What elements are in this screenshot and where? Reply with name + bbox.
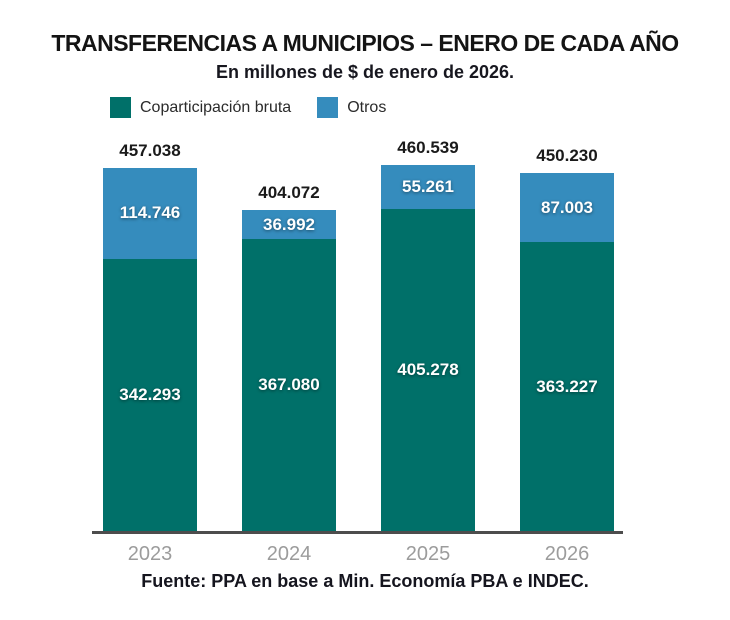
bar-value-label: 114.746 xyxy=(119,203,181,223)
bar-value-label: 55.261 xyxy=(402,176,454,196)
bar-total-label-2025: 460.539 xyxy=(397,138,459,158)
x-tick-label-2024: 2024 xyxy=(266,543,312,565)
legend-swatch-coparticipacion-icon xyxy=(110,97,131,118)
bar-2026: 450.230 87.003 363.227 xyxy=(520,146,614,531)
bar-segment-coparticipacion-2025: 405.278 xyxy=(381,208,475,531)
bar-2024: 404.072 36.992 367.080 xyxy=(242,183,336,531)
bar-value-label: 342.293 xyxy=(119,385,181,404)
bar-value-label: 405.278 xyxy=(397,359,459,379)
bar-2023: 457.038 114.746 342.293 xyxy=(103,141,197,531)
bar-segment-otros-2024: 36.992 xyxy=(242,209,336,240)
bar-value-label: 36.992 xyxy=(263,214,315,234)
x-axis-tick-labels: 2023 2024 2025 2026 xyxy=(103,543,614,566)
bar-segment-coparticipacion-2024: 367.080 xyxy=(242,239,336,531)
bar-value-label: 363.227 xyxy=(536,376,598,396)
x-tick-label-2025: 2025 xyxy=(405,543,451,565)
source-note: Fuente: PPA en base a Min. Economía PBA … xyxy=(141,571,589,591)
bar-2025: 460.539 55.261 405.278 xyxy=(381,138,475,531)
x-tick-label-2023: 2023 xyxy=(127,543,173,565)
legend-item-coparticipacion: Coparticipación bruta xyxy=(110,97,291,118)
bar-value-label: 87.003 xyxy=(541,197,593,217)
bars-area: 457.038 114.746 342.293 404.072 36.992 367.08… xyxy=(103,138,614,531)
legend-item-otros: Otros xyxy=(317,97,386,118)
bar-value-label: 367.080 xyxy=(258,375,320,395)
bar-segment-coparticipacion-2023: 342.293 xyxy=(103,259,197,531)
x-tick-label-2026: 2026 xyxy=(544,543,590,565)
chart-title: TRANSFERENCIAS A MUNICIPIOS – ENERO DE C… xyxy=(51,30,679,56)
bar-total-label-2026: 450.230 xyxy=(536,146,598,166)
bar-total-label-2024: 404.072 xyxy=(258,182,320,202)
bar-total-label-2023: 457.038 xyxy=(119,140,181,160)
x-axis-line xyxy=(92,531,623,534)
legend-label-coparticipacion: Coparticipación bruta xyxy=(140,98,292,116)
bar-segment-coparticipacion-2026: 363.227 xyxy=(520,242,614,531)
legend-swatch-otros-icon xyxy=(317,97,339,118)
bar-segment-otros-2026: 87.003 xyxy=(520,173,614,243)
bar-segment-otros-2023: 114.746 xyxy=(103,167,197,259)
bar-segment-otros-2025: 55.261 xyxy=(381,165,475,209)
chart-subtitle: En millones de $ de enero de 2026. xyxy=(215,62,515,82)
legend: Coparticipación bruta Otros xyxy=(110,97,386,118)
legend-label-otros: Otros xyxy=(347,98,387,116)
